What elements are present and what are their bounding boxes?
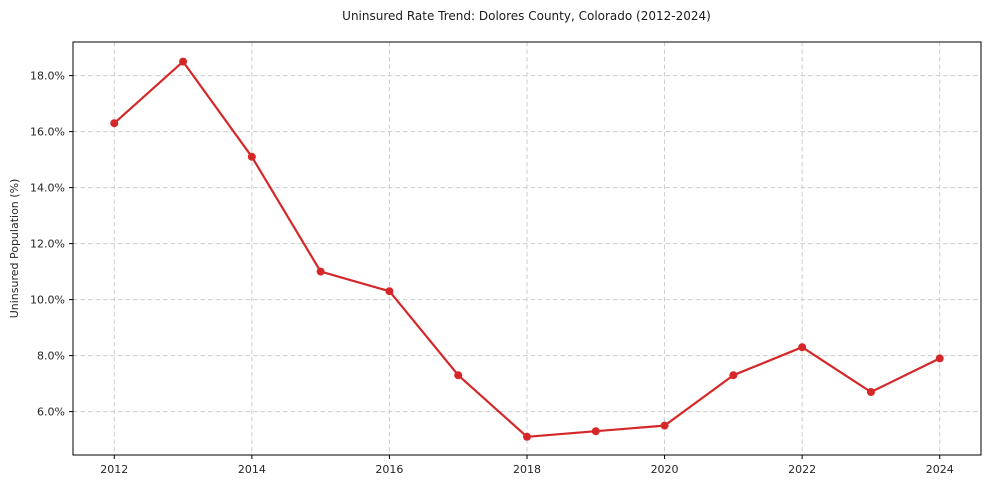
data-point xyxy=(179,57,188,66)
x-tick-label: 2022 xyxy=(788,463,816,476)
data-point xyxy=(523,432,531,441)
data-point xyxy=(110,119,119,128)
data-point xyxy=(660,421,669,430)
data-point xyxy=(935,354,944,363)
data-point xyxy=(798,343,807,352)
x-tick-label: 2018 xyxy=(513,463,541,476)
chart-title-text: Uninsured Rate Trend: Dolores County, Co… xyxy=(342,9,711,23)
chart-title: Uninsured Rate Trend: Dolores County, Co… xyxy=(0,9,989,23)
data-point xyxy=(247,152,256,161)
y-tick-label: 16.0% xyxy=(30,126,65,139)
y-tick-label: 18.0% xyxy=(30,70,65,83)
y-tick-label: 6.0% xyxy=(37,406,65,419)
x-tick-label: 2014 xyxy=(238,463,266,476)
y-tick-label: 10.0% xyxy=(30,294,65,307)
data-point xyxy=(866,388,875,396)
data-point xyxy=(454,371,463,380)
y-tick-label: 14.0% xyxy=(30,182,65,195)
y-tick-label: 12.0% xyxy=(30,238,65,251)
x-tick-label: 2024 xyxy=(926,463,954,476)
x-tick-label: 2016 xyxy=(375,463,403,476)
y-axis-label: Uninsured Population (%) xyxy=(8,179,21,319)
x-tick-label: 2012 xyxy=(100,463,128,476)
x-tick-label: 2020 xyxy=(651,463,679,476)
data-point xyxy=(316,267,325,276)
data-point xyxy=(591,427,600,436)
y-tick-label: 8.0% xyxy=(37,350,65,363)
data-point xyxy=(385,287,394,296)
data-point xyxy=(729,371,738,380)
